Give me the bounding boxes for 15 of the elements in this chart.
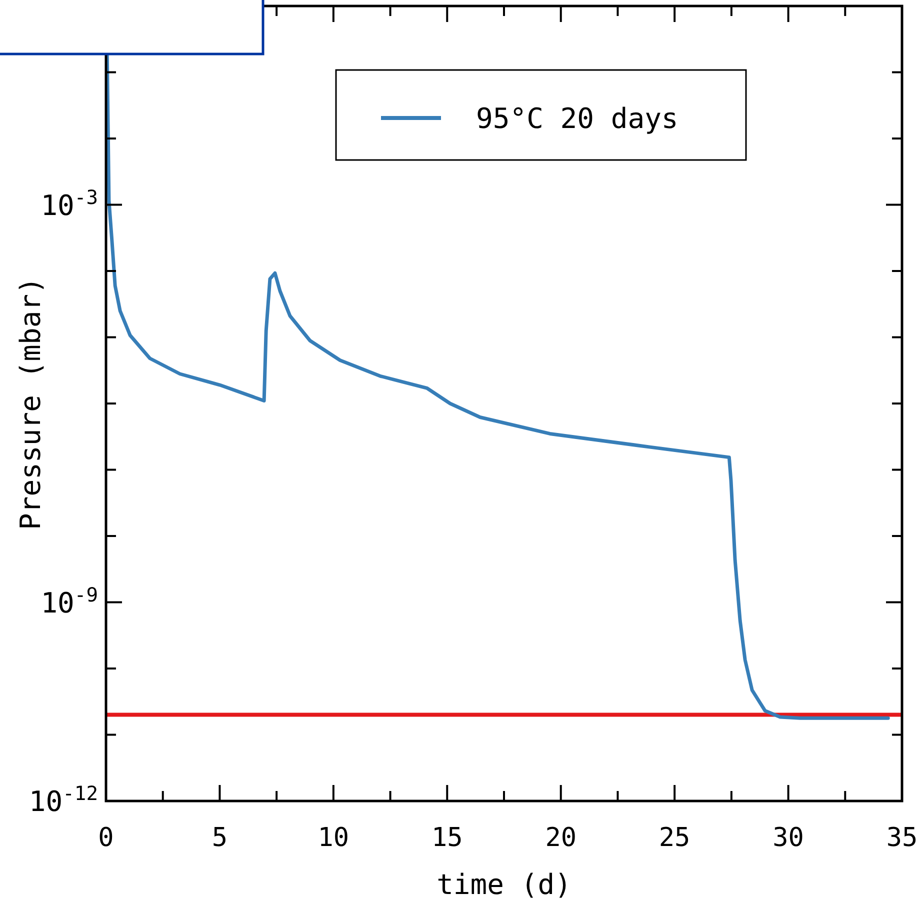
x-tick-label: 10 bbox=[318, 823, 350, 853]
x-tick-label: 35 bbox=[886, 823, 918, 853]
y-tick-label: 10$^{-3}$ bbox=[40, 185, 98, 222]
x-tick-label: 25 bbox=[658, 823, 690, 853]
x-tick-label: 20 bbox=[545, 823, 577, 853]
x-tick-label: 30 bbox=[772, 823, 804, 853]
legend-label: 95°C 20 days bbox=[476, 102, 678, 135]
x-tick-label: 5 bbox=[212, 823, 228, 853]
y-tick-label: 10$^{-12}$ bbox=[28, 782, 98, 818]
x-tick-label: 15 bbox=[431, 823, 463, 853]
y-tick-label: 10$^{-9}$ bbox=[40, 582, 98, 620]
x-tick-label: 0 bbox=[98, 823, 114, 853]
line-series bbox=[106, 54, 890, 720]
y-axis-title: Pressure (mbar) bbox=[14, 277, 47, 530]
x-axis-title: time (d) bbox=[436, 868, 572, 901]
